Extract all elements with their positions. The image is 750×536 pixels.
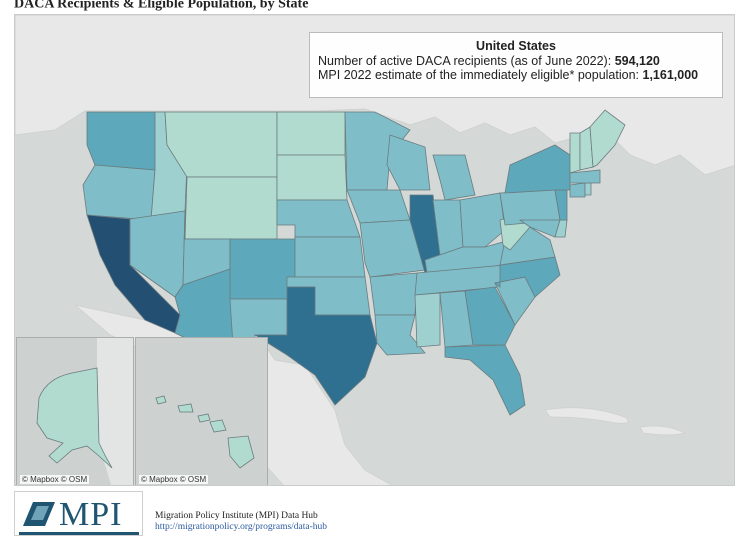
hawaii-islands <box>155 395 255 469</box>
daca-recipients-line: Number of active DACA recipients (as of … <box>318 54 714 69</box>
state-ks[interactable] <box>294 236 366 278</box>
state-ar[interactable] <box>369 272 418 316</box>
us-summary-tooltip: United States Number of active DACA reci… <box>309 32 723 98</box>
hispaniola-land <box>639 425 687 436</box>
state-wi[interactable] <box>386 134 431 191</box>
state-nc[interactable] <box>494 256 561 298</box>
state-fl[interactable] <box>444 344 526 416</box>
alaska-inset[interactable]: © Mapbox © OSM <box>16 337 134 485</box>
mapbox-credit-hawaii[interactable]: © Mapbox © OSM <box>139 475 209 484</box>
state-ct[interactable] <box>569 182 586 198</box>
state-tx[interactable] <box>253 286 378 406</box>
us-choropleth-map[interactable]: © Mapbox © OSM © Mapbox © OSM United Sta… <box>14 14 735 486</box>
mpi-logo-mark-icon <box>23 502 55 526</box>
state-ga[interactable] <box>464 286 516 346</box>
footer-org-name: Migration Policy Institute (MPI) Data Hu… <box>155 511 318 521</box>
state-sd[interactable] <box>276 154 348 201</box>
state-la[interactable] <box>374 314 426 356</box>
state-ms[interactable] <box>414 292 441 348</box>
page-title: DACA Recipients & Eligible Population, b… <box>14 0 313 12</box>
hawaii-island[interactable] <box>155 395 167 405</box>
state-ma[interactable] <box>569 169 601 184</box>
state-oh[interactable] <box>459 192 506 248</box>
hawaii-island[interactable] <box>209 419 227 433</box>
hawaii-island[interactable] <box>177 403 194 413</box>
hawaii-island[interactable] <box>197 413 211 423</box>
daca-recipients-value: 594,120 <box>614 53 660 68</box>
state-vt[interactable] <box>569 132 581 174</box>
state-nd[interactable] <box>276 111 346 156</box>
eligible-population-value: 1,161,000 <box>642 68 699 82</box>
hawaii-inset-water <box>136 338 267 485</box>
eligible-population-line: MPI 2022 estimate of the immediately eli… <box>318 68 714 83</box>
data-hub-link[interactable]: http://migrationpolicy.org/programs/data… <box>155 522 328 532</box>
tooltip-title: United States <box>476 39 556 53</box>
cuba-land <box>544 407 629 424</box>
footer-attribution: Migration Policy Institute (MPI) Data Hu… <box>155 511 327 533</box>
state-mi[interactable] <box>432 154 476 201</box>
state-mo[interactable] <box>359 219 426 278</box>
page-title-text: DACA Recipients & Eligible Population, b… <box>14 0 309 12</box>
hawaii-inset-canvas <box>136 338 267 485</box>
mpi-logo-underline <box>19 532 139 535</box>
yukon-land <box>97 338 133 485</box>
hawaii-island[interactable] <box>227 435 255 469</box>
alaska-inset-canvas <box>17 338 133 485</box>
mapbox-credit-alaska[interactable]: © Mapbox © OSM <box>20 475 90 484</box>
state-mt[interactable] <box>164 111 278 178</box>
state-ri[interactable] <box>584 182 592 196</box>
state-wy[interactable] <box>184 176 278 240</box>
state-co[interactable] <box>229 238 296 300</box>
us-states <box>82 109 626 416</box>
mpi-logo[interactable]: MPI <box>14 491 143 536</box>
eligible-population-label: MPI 2022 estimate of the immediately eli… <box>318 68 640 82</box>
alaska-shape <box>36 367 113 469</box>
state-or[interactable] <box>82 164 156 221</box>
state-wa[interactable] <box>86 111 156 171</box>
daca-recipients-label: Number of active DACA recipients (as of … <box>318 53 612 68</box>
state-me[interactable] <box>589 109 626 168</box>
hawaii-inset[interactable]: © Mapbox © OSM <box>135 337 268 485</box>
mpi-logo-text: MPI <box>59 496 123 533</box>
title-asterisk: * <box>308 0 313 4</box>
